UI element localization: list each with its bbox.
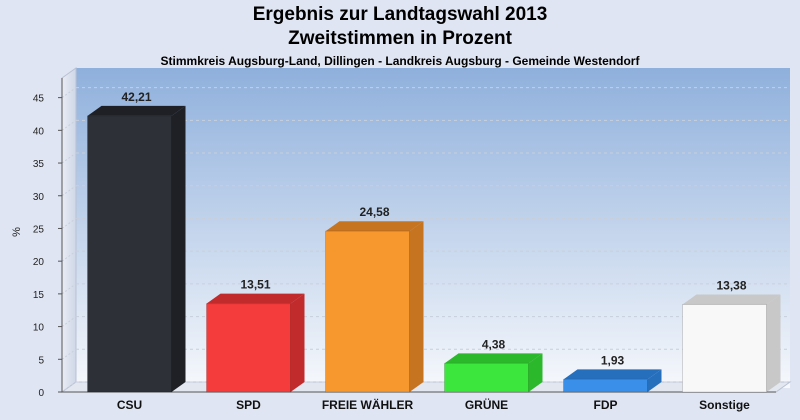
bar-front bbox=[444, 362, 529, 393]
y-tick-label: 35 bbox=[33, 159, 45, 170]
chart-title: Ergebnis zur Landtagswahl 2013 bbox=[252, 4, 548, 25]
data-label: 4,38 bbox=[482, 337, 506, 351]
bar-top bbox=[87, 105, 186, 116]
gridline-depth bbox=[61, 348, 77, 360]
bar-csu: 42,21 bbox=[87, 90, 186, 393]
data-label: 13,38 bbox=[716, 278, 746, 292]
y-tick-label: 45 bbox=[33, 94, 45, 105]
data-label: 13,51 bbox=[240, 278, 270, 292]
data-label: 24,58 bbox=[359, 205, 389, 219]
gridline-depth bbox=[61, 152, 77, 164]
bar-side bbox=[171, 105, 186, 392]
bar-front bbox=[682, 303, 767, 393]
bar-gr-ne: 4,38 bbox=[444, 337, 543, 393]
gridline-depth bbox=[61, 87, 77, 99]
y-tick-label: 0 bbox=[38, 388, 44, 399]
category-labels: CSU SPD FREIE WÄHLER GRÜNE FDP Sonstige bbox=[117, 397, 750, 412]
gridline-depth bbox=[61, 218, 77, 229]
chart-subtitle: Stimmkreis Augsburg-Land, Dillingen - La… bbox=[160, 54, 640, 68]
y-tick-label: 10 bbox=[33, 323, 45, 334]
y-tick-label: 25 bbox=[33, 224, 45, 235]
bar-sonstige: 13,38 bbox=[682, 278, 781, 393]
bars: 42,21 13,51 24,58 4,38 1,93 13,38 bbox=[87, 90, 781, 393]
bar-side bbox=[409, 221, 424, 392]
bar-fdp: 1,93 bbox=[563, 353, 662, 393]
gridline-depth bbox=[61, 250, 77, 262]
y-tick-label: 30 bbox=[33, 192, 45, 203]
data-label: 42,21 bbox=[121, 90, 151, 104]
x-tick-label: CSU bbox=[117, 398, 142, 412]
y-tick-label: 40 bbox=[33, 126, 45, 137]
bar-spd: 13,51 bbox=[206, 278, 305, 393]
bar-top bbox=[563, 369, 662, 380]
chart-title-line2: Zweitstimmen in Prozent bbox=[288, 28, 512, 49]
gridline-depth bbox=[61, 316, 77, 327]
y-tick-label: 5 bbox=[38, 355, 44, 366]
x-tick-label: SPD bbox=[236, 398, 261, 412]
y-tick-label: 15 bbox=[33, 290, 45, 301]
bar-top bbox=[444, 353, 543, 364]
x-tick-label: GRÜNE bbox=[465, 397, 508, 412]
bar-side bbox=[647, 369, 662, 392]
x-tick-label: FDP bbox=[594, 398, 618, 412]
bar-side bbox=[290, 293, 305, 392]
bar-top bbox=[206, 293, 305, 304]
y-axis: 0 5 10 15 20 25 30 35 40 45% bbox=[11, 78, 776, 399]
y-tick-label: 20 bbox=[33, 257, 45, 268]
bar-front bbox=[563, 378, 648, 393]
bar-side bbox=[528, 353, 543, 392]
x-tick-label: FREIE WÄHLER bbox=[322, 397, 414, 412]
gridline-depth bbox=[61, 119, 77, 131]
bar-front bbox=[325, 230, 410, 393]
y-axis-label: % bbox=[11, 227, 23, 237]
bar-top bbox=[325, 221, 424, 232]
bar-freie-w-hler: 24,58 bbox=[325, 205, 424, 393]
gridline-depth bbox=[61, 381, 77, 393]
bar-side bbox=[766, 294, 781, 392]
x-tick-label: Sonstige bbox=[699, 398, 750, 412]
plot-back-wall bbox=[76, 68, 790, 388]
gridline-depth bbox=[61, 283, 77, 295]
plot-left-wall bbox=[61, 67, 77, 393]
bar-front bbox=[206, 303, 291, 393]
bar-top bbox=[682, 294, 781, 305]
gridline-depth bbox=[61, 185, 77, 197]
data-label: 1,93 bbox=[601, 353, 625, 367]
bar-front bbox=[87, 115, 172, 393]
grid bbox=[61, 87, 790, 393]
